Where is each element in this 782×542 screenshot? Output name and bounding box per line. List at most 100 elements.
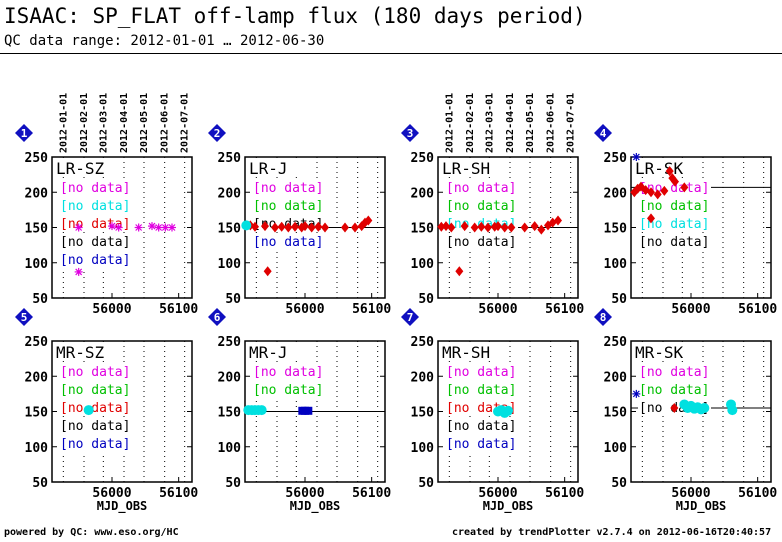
x-tick-label: 56000 [285, 486, 324, 501]
y-tick-label: 200 [411, 186, 435, 201]
data-point [74, 223, 83, 232]
date-tick-label: 2012-06-01 [160, 93, 171, 153]
date-tick-label: 2012-01-01 [444, 93, 455, 153]
data-point [114, 223, 123, 232]
legend-entry: [no data] [60, 235, 130, 250]
data-point [284, 222, 293, 233]
y-tick-label: 250 [25, 151, 49, 166]
data-point [477, 221, 486, 232]
data-point [470, 222, 479, 233]
date-tick-label: 2012-05-01 [139, 93, 150, 153]
x-tick-label: 56000 [92, 486, 131, 501]
date-tick-label: 2012-02-01 [465, 93, 476, 153]
y-tick-label: 250 [411, 335, 435, 350]
legend-entry: [no data] [253, 199, 323, 214]
legend-bg [638, 215, 711, 232]
y-tick-label: 50 [32, 292, 48, 307]
legend-entry: [no data] [253, 181, 323, 196]
page-title: ISAAC: SP_FLAT off-lamp flux (180 days p… [4, 4, 586, 28]
legend-entry: [no data] [60, 401, 130, 416]
data-point [484, 222, 492, 233]
legend-entry: [no data] [446, 235, 516, 250]
panel-badge-icon [15, 124, 33, 142]
legend-bg [445, 233, 518, 250]
chart-panel-7: 7 50 100 150 200 250 56000 56100 MJD_OBS MR-SH [no… [401, 308, 584, 514]
x-tick-label: 56000 [478, 486, 517, 501]
data-point [500, 222, 509, 233]
panel-title: LR-J [249, 159, 288, 178]
legend-entry: [no data] [60, 181, 130, 196]
data-point [437, 221, 446, 232]
x-tick-label: 56000 [478, 302, 517, 317]
legend-entry: [no data] [60, 365, 130, 380]
chart-panel-5: 5 50 100 150 200 250 56000 56100 MJD_OBS MR-SZ [no… [15, 308, 198, 514]
x-axis-label: MJD_OBS [676, 499, 727, 514]
legend-entry: [no data] [60, 383, 130, 398]
data-point [291, 221, 299, 232]
panel-title: LR-SH [442, 159, 490, 178]
legend-entry: [no data] [639, 217, 709, 232]
y-tick-label: 150 [25, 222, 49, 237]
date-tick-label: 2012-02-01 [79, 93, 90, 153]
date-tick-label: 2012-05-01 [525, 93, 536, 153]
data-point [251, 221, 259, 232]
y-tick-label: 250 [218, 151, 242, 166]
y-tick-label: 50 [611, 476, 627, 491]
chart-panel-3: 3 2012-01-01 2012-02-01 2012-03-01 2012-04-0… [401, 93, 584, 317]
y-tick-label: 200 [218, 186, 242, 201]
x-tick-label: 56100 [738, 302, 777, 317]
data-point [74, 267, 83, 276]
legend-bg [59, 435, 132, 452]
data-point [727, 405, 738, 416]
legend-entry: [no data] [60, 217, 130, 232]
data-point [680, 182, 689, 193]
panel-badge-icon [401, 124, 419, 142]
legend-entry: [no data] [639, 235, 709, 250]
data-point [460, 221, 469, 232]
data-point [670, 402, 679, 413]
data-point [364, 215, 373, 226]
data-point [447, 222, 456, 233]
y-tick-label: 200 [604, 370, 628, 385]
data-point [134, 223, 143, 232]
date-tick-label: 2012-03-01 [484, 93, 495, 153]
date-tick-label: 2012-01-01 [58, 93, 69, 153]
legend-entry: [no data] [253, 365, 323, 380]
data-point [168, 223, 176, 232]
y-tick-label: 200 [411, 370, 435, 385]
y-tick-label: 200 [218, 370, 242, 385]
data-point [314, 221, 323, 232]
panel-title: MR-SZ [56, 343, 105, 362]
chart-panel-8: 8 50 100 150 200 250 56000 56100 MJD_OBS MR-SK [no… [594, 308, 777, 514]
legend-entry: [no data] [446, 437, 516, 452]
y-tick-label: 100 [604, 257, 628, 272]
y-tick-label: 100 [411, 257, 435, 272]
legend-entry: [no data] [446, 419, 516, 434]
data-point [108, 222, 116, 231]
legend-bg [59, 233, 132, 250]
x-tick-label: 56100 [352, 302, 391, 317]
data-point [660, 185, 669, 196]
panel-number: 3 [407, 127, 414, 140]
footer-powered-by: powered by QC: www.eso.org/HC [4, 527, 179, 538]
y-tick-label: 100 [218, 441, 242, 456]
y-tick-label: 150 [25, 406, 49, 421]
legend-entry: [no data] [639, 383, 709, 398]
x-tick-label: 56100 [738, 486, 777, 501]
y-tick-label: 50 [225, 292, 241, 307]
x-tick-label: 56000 [285, 302, 324, 317]
data-point [647, 213, 655, 224]
chart-panel-4: 4 50 100 150 200 250 56000 56100 LR-SK [no data] [… [594, 124, 777, 317]
data-point [494, 221, 502, 232]
x-tick-label: 56100 [159, 302, 198, 317]
header-divider [0, 53, 782, 54]
legend-bg [252, 233, 325, 250]
y-tick-label: 150 [411, 222, 435, 237]
y-tick-label: 100 [218, 257, 242, 272]
date-tick-label: 2012-04-01 [119, 93, 130, 153]
panel-title-bg [54, 343, 112, 361]
data-point [520, 222, 529, 233]
y-tick-label: 100 [411, 441, 435, 456]
y-tick-label: 150 [218, 222, 242, 237]
x-tick-label: 56000 [671, 302, 710, 317]
